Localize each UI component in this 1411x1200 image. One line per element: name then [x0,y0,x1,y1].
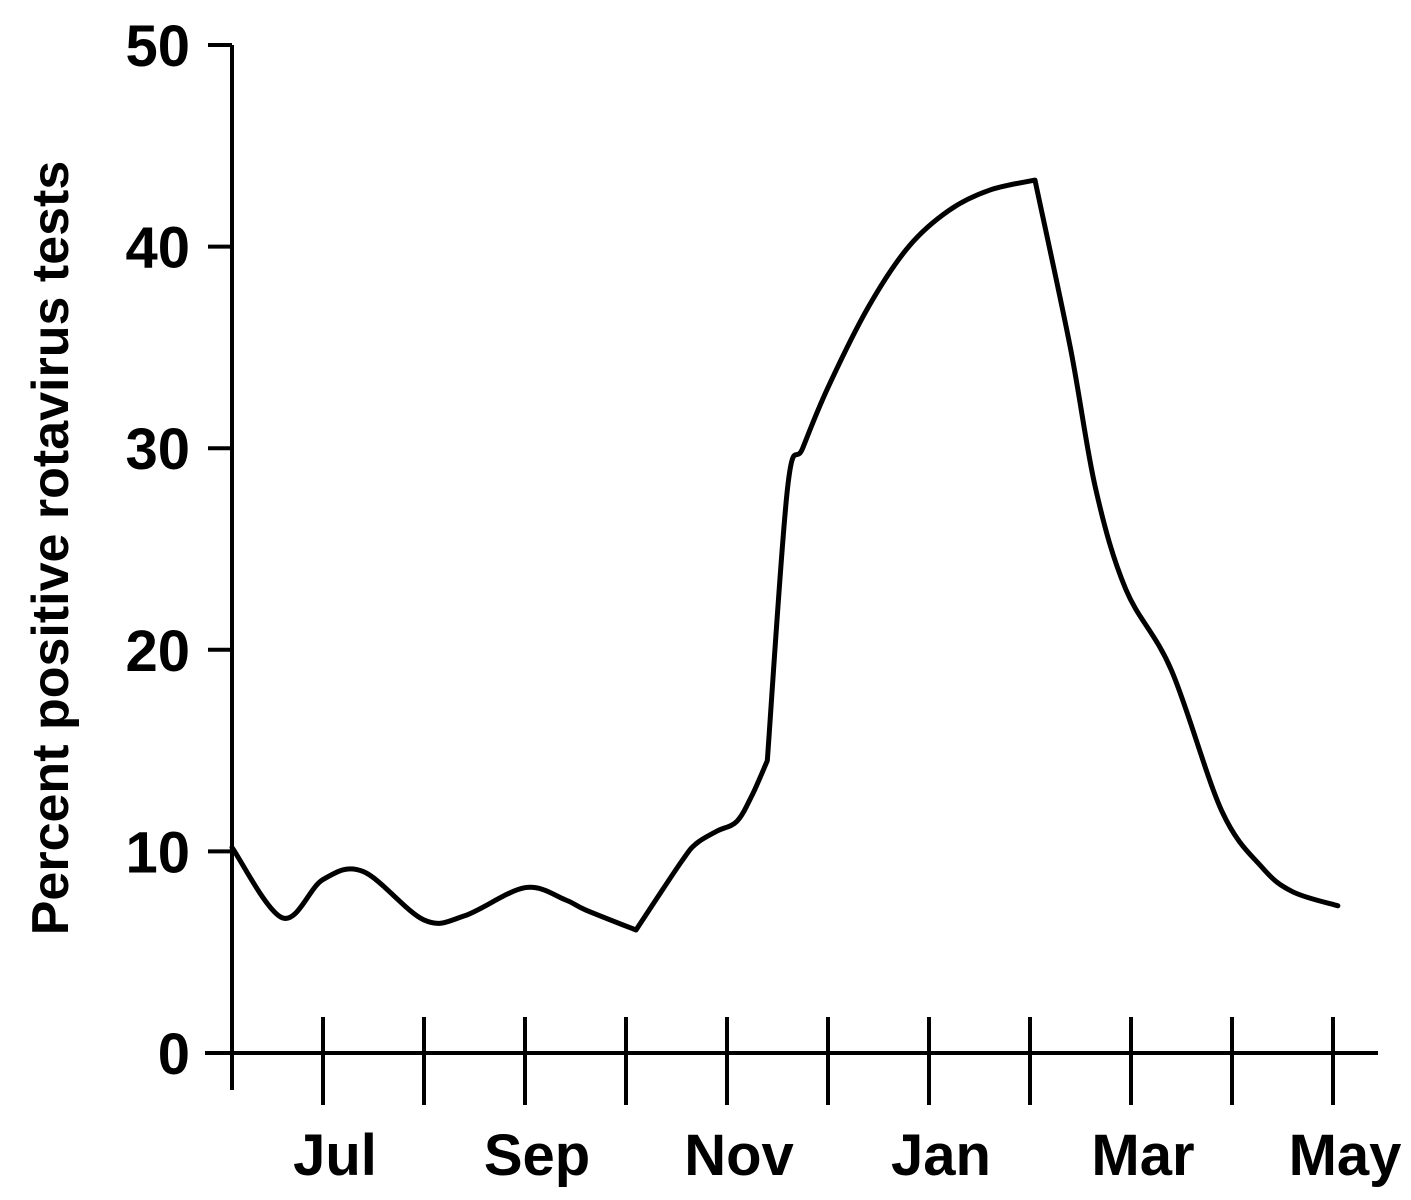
x-axis-ticks: Jul Sep Nov Jan Mar May [293,1017,1401,1188]
y-tick-label: 30 [125,417,190,482]
x-tick-label: Sep [484,1123,590,1188]
y-axis-ticks: 0 10 20 30 40 50 [125,14,232,1087]
y-axis-title: Percent positive rotavirus tests [22,161,80,936]
y-tick-label: 50 [125,14,190,79]
x-tick-label: Jul [293,1123,377,1188]
x-tick-label: May [1289,1123,1402,1188]
x-tick-label: Jan [891,1123,991,1188]
y-tick-label: 10 [125,820,190,885]
x-tick-label: Mar [1091,1123,1194,1188]
y-tick-label: 0 [158,1022,190,1087]
y-tick-label: 20 [125,619,190,684]
series-line [229,177,1341,933]
x-tick-label: Nov [684,1123,794,1188]
y-tick-label: 40 [125,216,190,281]
